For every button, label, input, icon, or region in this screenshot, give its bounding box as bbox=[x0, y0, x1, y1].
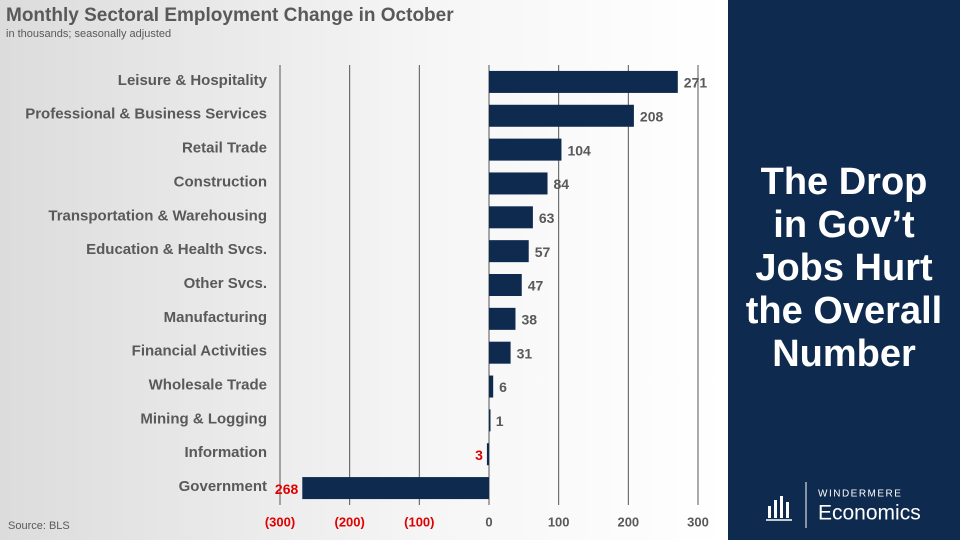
value-label: 104 bbox=[567, 142, 591, 158]
y-tick-label: Leisure & Hospitality bbox=[118, 72, 268, 89]
bar bbox=[489, 104, 634, 127]
bar bbox=[302, 477, 489, 500]
bar bbox=[489, 375, 494, 398]
brand-bottom: Economics bbox=[818, 502, 921, 525]
logo-bar bbox=[780, 496, 783, 518]
y-tick-label: Information bbox=[185, 444, 268, 461]
value-label: 38 bbox=[521, 312, 537, 328]
x-tick-label: 200 bbox=[617, 514, 639, 529]
y-tick-label: Manufacturing bbox=[164, 309, 267, 326]
y-tick-label: Professional & Business Services bbox=[25, 106, 267, 123]
y-tick-label: Education & Health Svcs. bbox=[86, 241, 267, 258]
x-tick-label: 0 bbox=[485, 514, 492, 529]
chart-subtitle: in thousands; seasonally adjusted bbox=[6, 28, 171, 40]
bar bbox=[489, 307, 516, 330]
value-label: 3 bbox=[475, 447, 483, 463]
headline-line: in Gov’t bbox=[773, 204, 915, 246]
source: Source: BLS bbox=[8, 520, 70, 532]
headline-line: Number bbox=[772, 333, 916, 375]
logo-bar bbox=[768, 506, 771, 518]
bar bbox=[489, 274, 522, 296]
logo-bar bbox=[786, 502, 789, 518]
bar bbox=[486, 443, 489, 466]
bar bbox=[489, 172, 548, 195]
brand-top: WINDERMERE bbox=[818, 489, 902, 500]
value-label: 208 bbox=[640, 108, 664, 124]
value-label: 57 bbox=[535, 244, 551, 260]
logo-bar bbox=[774, 500, 777, 518]
x-tick-label: (100) bbox=[404, 514, 434, 529]
y-tick-label: Financial Activities bbox=[132, 343, 267, 360]
headline-line: The Drop bbox=[761, 161, 928, 203]
value-label: 84 bbox=[554, 176, 570, 192]
y-tick-label: Construction bbox=[174, 173, 267, 190]
value-label: 271 bbox=[684, 75, 708, 91]
y-tick-label: Wholesale Trade bbox=[149, 377, 267, 394]
side-panel bbox=[728, 0, 960, 540]
bar bbox=[489, 409, 491, 432]
value-label: 31 bbox=[517, 345, 533, 361]
y-tick-label: Other Svcs. bbox=[184, 275, 267, 292]
bar bbox=[489, 206, 533, 229]
headline-line: the Overall bbox=[746, 290, 942, 332]
y-tick-label: Government bbox=[179, 478, 267, 495]
headline-line: Jobs Hurt bbox=[755, 247, 933, 289]
x-tick-label: (300) bbox=[265, 514, 295, 529]
bar bbox=[489, 240, 529, 263]
value-label: 268 bbox=[275, 481, 299, 497]
x-tick-label: 100 bbox=[548, 514, 570, 529]
value-label: 47 bbox=[528, 278, 544, 294]
y-tick-label: Mining & Logging bbox=[140, 410, 267, 427]
bar bbox=[489, 341, 511, 364]
value-label: 1 bbox=[496, 413, 504, 429]
value-label: 63 bbox=[539, 210, 555, 226]
logo: WINDERMERE Economics bbox=[766, 482, 921, 528]
bar bbox=[489, 70, 678, 93]
y-tick-label: Transportation & Warehousing bbox=[48, 207, 267, 224]
y-tick-label: Retail Trade bbox=[182, 140, 267, 157]
bar bbox=[489, 138, 562, 161]
chart-title: Monthly Sectoral Employment Change in Oc… bbox=[6, 5, 454, 26]
x-tick-label: 300 bbox=[687, 514, 709, 529]
value-label: 6 bbox=[499, 379, 507, 395]
x-tick-label: (200) bbox=[334, 514, 364, 529]
